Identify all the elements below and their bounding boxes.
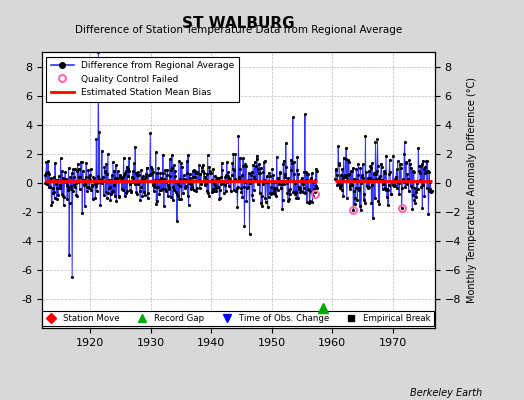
Title: Difference of Station Temperature Data from Regional Average: Difference of Station Temperature Data f… <box>75 24 402 34</box>
Legend: Station Move, Record Gap, Time of Obs. Change, Empirical Break: Station Move, Record Gap, Time of Obs. C… <box>42 310 434 326</box>
Y-axis label: Monthly Temperature Anomaly Difference (°C): Monthly Temperature Anomaly Difference (… <box>467 77 477 303</box>
Text: ST WALBURG: ST WALBURG <box>182 16 294 31</box>
Text: Berkeley Earth: Berkeley Earth <box>410 388 482 398</box>
